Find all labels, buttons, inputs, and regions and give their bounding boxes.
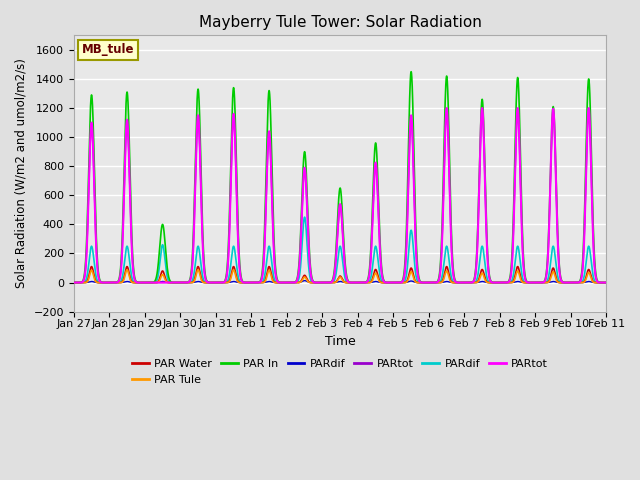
Y-axis label: Solar Radiation (W/m2 and umol/m2/s): Solar Radiation (W/m2 and umol/m2/s) bbox=[15, 59, 28, 288]
X-axis label: Time: Time bbox=[324, 335, 355, 348]
Text: MB_tule: MB_tule bbox=[82, 43, 134, 56]
Title: Mayberry Tule Tower: Solar Radiation: Mayberry Tule Tower: Solar Radiation bbox=[198, 15, 481, 30]
Legend: PAR Water, PAR Tule, PAR In, PARdif, PARtot, PARdif, PARtot: PAR Water, PAR Tule, PAR In, PARdif, PAR… bbox=[128, 355, 552, 389]
